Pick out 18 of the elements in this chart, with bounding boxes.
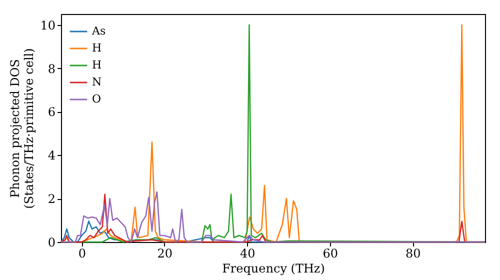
legend-label: H [92,58,102,72]
x-tick-label: 80 [405,246,421,260]
y-tick-label: 8 [48,62,56,76]
y-tick-label: 4 [48,148,56,163]
y-tick-label: 6 [48,105,56,120]
x-axis-title: Frequency (THz) [222,262,325,276]
legend-label: O [92,92,102,106]
x-tick-label: 0 [78,246,86,260]
x-tick-label: 20 [157,246,173,260]
y-tick-label: 0 [48,236,56,250]
y-tick-label: 10 [40,18,56,32]
y-tick-label: 2 [48,192,56,206]
y-axis-title: Phonon projected DOS (States/THz·primitive cell) [8,48,36,209]
legend-label: N [92,76,102,88]
legend-label: H [92,42,102,54]
x-tick-label: 60 [322,246,338,260]
x-tick-label: 40 [240,246,256,260]
legend-label: As [91,24,106,38]
